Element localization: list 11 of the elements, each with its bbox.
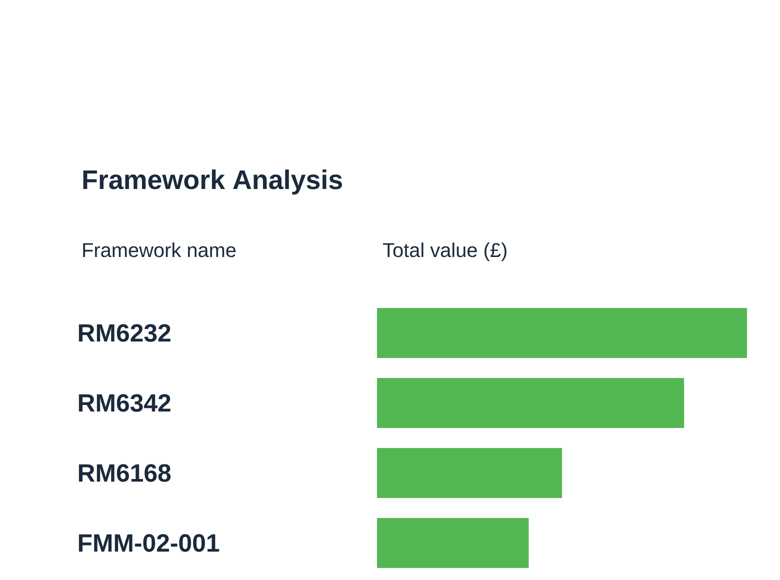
x-axis-title: Total value (£) xyxy=(382,242,506,262)
y-tick-label: FMM-02-001 xyxy=(78,534,220,552)
bar xyxy=(377,308,748,358)
y-tick-label: RM6232 xyxy=(78,324,170,342)
bar xyxy=(377,378,684,428)
y-tick-label: RM6342 xyxy=(78,394,170,412)
bar xyxy=(377,518,529,568)
y-axis-title: Framework name xyxy=(83,242,236,258)
chart-title: Framework Analysis xyxy=(83,169,342,195)
bar xyxy=(377,448,562,498)
y-tick-label: RM6168 xyxy=(78,464,171,482)
